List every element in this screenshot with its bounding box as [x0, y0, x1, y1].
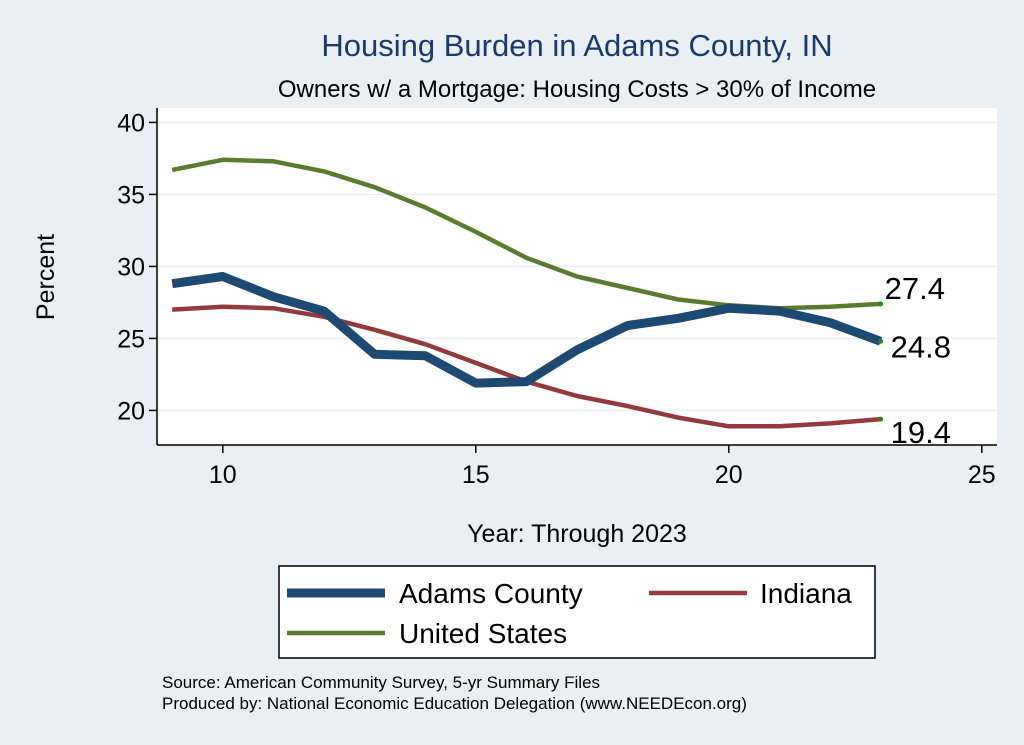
y-tick-label-20: 20: [117, 397, 145, 425]
legend-label-united-states: United States: [399, 618, 567, 649]
y-tick-label-40: 40: [117, 109, 145, 137]
end-label-united-states: 27.4: [885, 271, 945, 306]
y-axis-label: Percent: [32, 234, 60, 320]
x-tick-label-20: 20: [715, 461, 743, 489]
chart-subtitle: Owners w/ a Mortgage: Housing Costs > 30…: [278, 76, 876, 103]
source-note: Source: American Community Survey, 5-yr …: [162, 673, 600, 692]
x-axis-label: Year: Through 2023: [467, 520, 687, 548]
axes: 20 25 30 35 40 10 15 20 25: [117, 108, 997, 489]
end-label-indiana: 19.4: [891, 415, 951, 450]
end-label-adams-county: 24.8: [891, 329, 951, 364]
series-line-adams-county: [171, 272, 883, 388]
x-tick-label-10: 10: [209, 461, 237, 489]
end-point-indiana: [878, 416, 884, 422]
y-tick-label-35: 35: [117, 181, 145, 209]
end-point-adams-county: [878, 338, 884, 344]
legend-label-indiana: Indiana: [760, 578, 852, 609]
y-tick-label-25: 25: [117, 325, 145, 353]
end-point-united-states: [878, 301, 884, 307]
legend: Adams County Indiana United States: [278, 565, 876, 659]
series-lines: [171, 157, 883, 429]
producer-note: Produced by: National Economic Education…: [162, 694, 747, 713]
chart-title: Housing Burden in Adams County, IN: [321, 28, 832, 63]
end-labels: 24.8 19.4 27.4: [878, 271, 951, 450]
x-tick-label-25: 25: [968, 461, 996, 489]
y-tick-label-30: 30: [117, 253, 145, 281]
grid-lines: [157, 121, 997, 412]
x-tick-label-15: 15: [462, 461, 490, 489]
legend-box: [278, 565, 876, 659]
legend-label-adams-county: Adams County: [399, 578, 583, 609]
